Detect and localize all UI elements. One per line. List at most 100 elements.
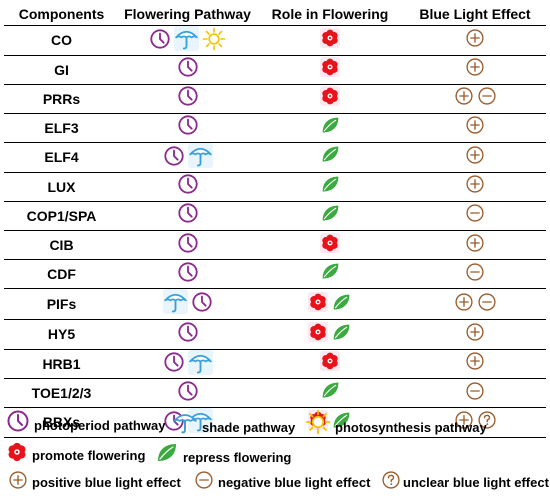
role-in-flowering-cell [256,83,404,114]
table-row: HY5 [4,319,546,349]
table-row: CIB [4,229,546,260]
clock-icon [177,203,198,223]
leaf-icon [322,382,338,398]
flower-icon [8,442,26,462]
legend-shade: shade pathway [172,409,295,435]
role-in-flowering-cell [256,171,404,202]
minus-icon [195,471,213,489]
legend-photoperiod-label: photoperiod pathway [34,418,166,433]
flowering-pathway-cell [119,319,256,349]
clock-icon [177,86,198,106]
question-icon [382,471,400,489]
clock-icon [177,57,198,77]
header-flowering-pathway: Flowering Pathway [124,5,251,22]
component-name: CDF [4,259,119,289]
component-name: TOE1/2/3 [4,377,119,408]
role-in-flowering-cell [256,200,404,231]
clock-legend-icon [6,409,30,433]
flowering-pathway-cell [119,54,256,85]
leaf-icon [333,412,350,428]
flowering-pathway-cell [119,142,256,173]
component-name: CIB [4,229,119,260]
table-row: ELF3 [4,112,546,143]
table-row: LUX [4,171,546,202]
legend-repress-label: repress flowering [183,450,292,465]
clock-icon [163,352,184,372]
header-components: Components [18,5,105,22]
legend-row-roles: promote flowering repress flowering [0,441,550,471]
plus-legend-icon [8,470,28,490]
flower-icon [310,323,326,341]
legend-unclear-label: unclear blue light effect [403,475,549,490]
leaf-icon [333,294,350,310]
plus-icon [9,471,27,489]
header-row: Components Flowering Pathway Role in Flo… [4,2,546,26]
flowering-pathway-cell [119,348,256,379]
blue-light-effect-cell [404,142,546,173]
flower-icon [322,234,338,251]
legend-row-effects: positive blue light effect negative blue… [0,470,550,500]
legend-negative: negative blue light effect [194,470,370,490]
components-table: Components Flowering Pathway Role in Flo… [4,2,546,438]
blue-light-effect-cell [404,288,546,320]
clock-icon [177,174,198,194]
blue-light-effect-cell [404,83,546,114]
umbrella-legend-icon [172,409,198,435]
table-row: COP1/SPA [4,200,546,231]
legend-repress: repress flowering [155,441,291,465]
blue-light-effect-cell [404,171,546,202]
role-in-flowering-cell [256,54,404,85]
minus-icon [466,204,484,222]
flowering-pathway-cell [119,200,256,231]
plus-icon [466,175,484,193]
leaf-icon [158,444,176,461]
minus-icon [477,293,496,311]
flower-icon [322,352,338,370]
leaf-icon [322,146,338,162]
table-row: PIFs [4,288,546,320]
blue-light-effect-cell [404,54,546,85]
component-name: ELF3 [4,112,119,143]
role-in-flowering-cell [256,25,404,55]
legend-unclear: unclear blue light effect [381,470,549,490]
flowering-pathway-cell [119,83,256,114]
blue-light-effect-cell [404,112,546,143]
header-blue-light-effect: Blue Light Effect [419,5,531,22]
component-name: ELF4 [4,142,119,173]
blue-light-effect-cell [404,229,546,260]
legend-negative-label: negative blue light effect [218,475,371,490]
role-in-flowering-cell [256,348,404,379]
minus-icon [466,382,484,400]
umbrella-icon [175,30,198,50]
legend-promote: promote flowering [6,441,145,463]
legend-photosynthesis: photosynthesis pathway [305,409,487,435]
minus-legend-icon [194,470,214,490]
legend-promote-label: promote flowering [32,448,146,463]
table-row: TOE1/2/3 [4,377,546,408]
component-name: CO [4,25,119,55]
header-role-in-flowering: Role in Flowering [271,5,389,22]
table-row: PRRs [4,83,546,114]
legend-photosynthesis-label: photosynthesis pathway [335,420,487,435]
table-row: ELF4 [4,142,546,173]
flowering-pathway-cell [119,112,256,143]
leaf-icon [333,324,350,340]
umbrella-icon [188,354,212,373]
component-name: PRRs [4,83,119,114]
clock-icon [150,28,170,49]
leaf-icon [322,176,338,192]
legend-row-pathways: photoperiod pathway shade pathway photos… [0,409,550,439]
minus-icon [466,263,484,281]
component-name: GI [4,54,119,85]
table-row: CO [4,25,546,55]
blue-light-effect-cell [404,348,546,379]
legend-photoperiod: photoperiod pathway [6,409,165,433]
plus-icon [466,323,484,341]
plus-icon [466,58,484,76]
plus-icon [466,352,484,370]
flowering-pathway-cell [119,288,256,320]
minus-icon [477,87,496,105]
plus-icon [466,146,484,164]
flower-icon [322,87,338,105]
flowering-pathway-cell [119,171,256,202]
